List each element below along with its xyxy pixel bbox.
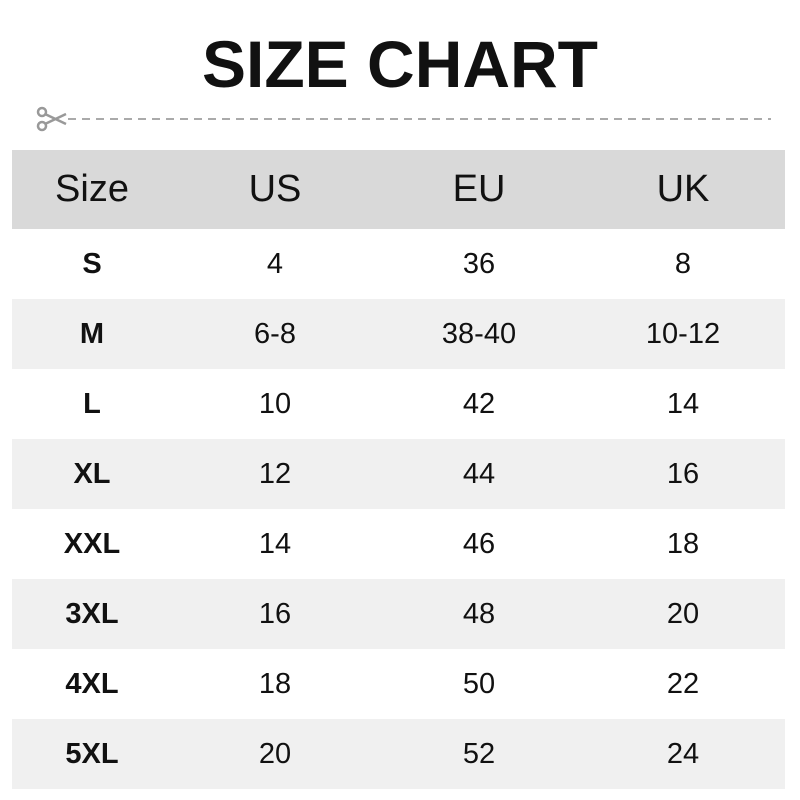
table-header: Size US EU UK bbox=[12, 150, 785, 229]
size-label: S bbox=[82, 247, 102, 280]
size-value: 6-8 bbox=[254, 317, 296, 350]
table-row: S 4 36 8 bbox=[12, 229, 785, 299]
size-value: 14 bbox=[258, 527, 292, 560]
size-value: 50 bbox=[462, 667, 496, 700]
scissors-icon bbox=[36, 106, 67, 132]
table-row: 5XL 20 52 24 bbox=[12, 719, 785, 789]
size-label: 4XL bbox=[65, 667, 119, 700]
size-value: 12 bbox=[258, 457, 292, 490]
size-value: 16 bbox=[258, 597, 292, 630]
size-value: 22 bbox=[666, 667, 700, 700]
size-label: 5XL bbox=[65, 737, 119, 770]
size-label: L bbox=[83, 387, 101, 420]
size-value: 20 bbox=[258, 737, 292, 770]
size-value: 18 bbox=[258, 667, 292, 700]
size-label: M bbox=[79, 317, 105, 350]
size-value: 48 bbox=[462, 597, 496, 630]
size-value: 14 bbox=[666, 387, 700, 420]
size-value: 10-12 bbox=[645, 317, 721, 350]
table-row: M 6-8 38-40 10-12 bbox=[12, 299, 785, 369]
cut-line bbox=[36, 106, 771, 132]
size-value: 52 bbox=[462, 737, 496, 770]
size-value: 38-40 bbox=[441, 317, 517, 350]
size-value: 44 bbox=[462, 457, 496, 490]
size-value: 8 bbox=[674, 247, 692, 280]
size-label: 3XL bbox=[65, 597, 119, 630]
size-label: XXL bbox=[63, 527, 121, 560]
size-value: 36 bbox=[462, 247, 496, 280]
size-value: 18 bbox=[666, 527, 700, 560]
size-label: XL bbox=[73, 457, 111, 490]
column-header: UK bbox=[656, 168, 710, 210]
size-value: 46 bbox=[462, 527, 496, 560]
size-value: 10 bbox=[258, 387, 292, 420]
table-row: XXL 14 46 18 bbox=[12, 509, 785, 579]
size-value: 42 bbox=[462, 387, 496, 420]
page-title: SIZE CHART bbox=[202, 27, 598, 101]
size-table: Size US EU UK S 4 36 8 M 6-8 38-40 10-12 L 10 42 14… bbox=[12, 150, 785, 789]
size-value: 16 bbox=[666, 457, 700, 490]
table-row: XL 12 44 16 bbox=[12, 439, 785, 509]
column-header: Size bbox=[55, 168, 129, 210]
size-value: 20 bbox=[666, 597, 700, 630]
column-header: US bbox=[248, 168, 302, 210]
table-row: 4XL 18 50 22 bbox=[12, 649, 785, 719]
table-row: 3XL 16 48 20 bbox=[12, 579, 785, 649]
size-value: 24 bbox=[666, 737, 700, 770]
column-header: EU bbox=[452, 168, 506, 210]
size-value: 4 bbox=[266, 247, 284, 280]
table-row: L 10 42 14 bbox=[12, 369, 785, 439]
